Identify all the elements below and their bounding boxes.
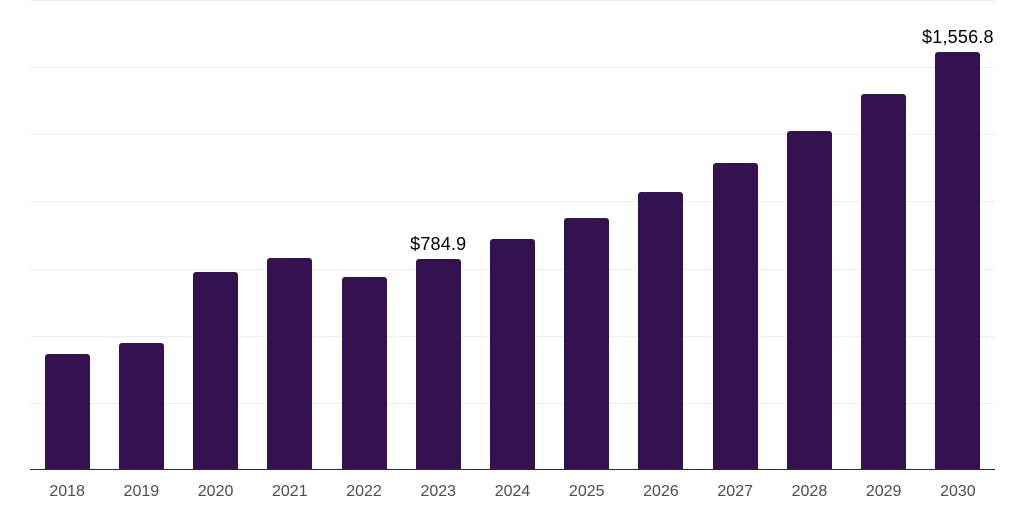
gridline-1250 (30, 134, 995, 136)
x-tick-2021: 2021 (272, 483, 308, 500)
x-tick-2019: 2019 (123, 483, 160, 500)
value-label-2023: $784.9 (410, 234, 467, 255)
x-tick-2022: 2022 (346, 483, 382, 500)
bar-2024 (490, 239, 535, 470)
bar-2027 (712, 162, 758, 470)
bar-2019 (118, 342, 164, 470)
x-tick-2028: 2028 (791, 483, 828, 500)
x-tick-2027: 2027 (717, 483, 753, 500)
bar-2018 (44, 353, 90, 470)
bar-2026 (638, 192, 684, 470)
bar-2028 (786, 130, 832, 470)
bar-2030 (935, 51, 981, 470)
bar-2021 (267, 258, 313, 470)
x-tick-2020: 2020 (197, 483, 234, 500)
x-tick-2029: 2029 (865, 483, 902, 500)
plot-area: $784.9 $1,556.8 (30, 0, 995, 470)
bar-2020 (193, 272, 239, 470)
x-axis-line (30, 468, 995, 470)
x-tick-2025: 2025 (568, 483, 605, 500)
x-tick-2023: 2023 (420, 483, 457, 500)
x-axis-labels: 2018 2019 2020 2021 2022 2023 2024 2025 2026 2027… (30, 470, 995, 512)
x-tick-2018: 2018 (49, 483, 85, 500)
value-label-2030: $1,556.8 (922, 26, 994, 47)
bar-2023 (415, 259, 461, 470)
bar-2025 (564, 217, 610, 470)
gridline-1000 (30, 201, 995, 203)
bar-2029 (861, 94, 907, 470)
x-tick-2026: 2026 (643, 483, 679, 500)
x-tick-2030: 2030 (940, 483, 976, 500)
gridline-1500 (30, 67, 995, 69)
bar-2022 (341, 277, 387, 470)
x-tick-2024: 2024 (494, 483, 531, 500)
gridline-1750 (30, 0, 995, 1)
